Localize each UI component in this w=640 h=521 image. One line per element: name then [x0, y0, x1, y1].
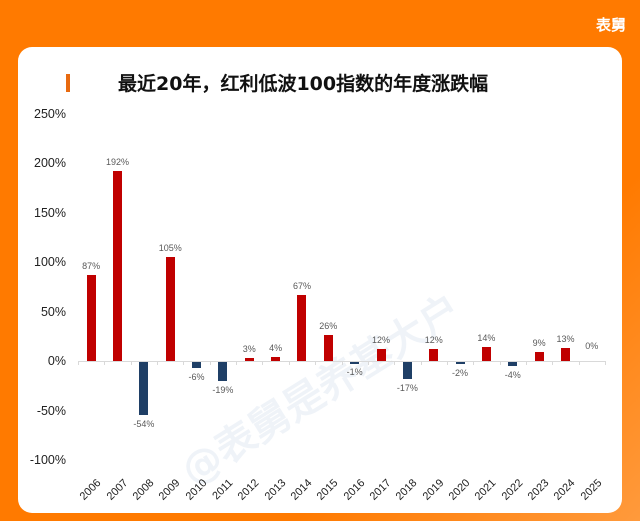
- value-label: -19%: [212, 384, 234, 395]
- x-tick-mark: [605, 361, 606, 365]
- value-label: -54%: [133, 419, 155, 430]
- bar-2024: [560, 348, 570, 361]
- bar-2012: [244, 358, 254, 361]
- value-label: -17%: [396, 382, 418, 393]
- x-tick-mark: [236, 361, 238, 365]
- x-tick-mark: [420, 361, 422, 365]
- chart-title: 最近20年，红利低波100指数的年度涨跌幅: [118, 73, 489, 95]
- value-label: 192%: [106, 156, 130, 167]
- value-label: 67%: [292, 280, 311, 291]
- value-label: -6%: [188, 371, 205, 382]
- x-tick-mark: [104, 361, 106, 365]
- value-label: -1%: [346, 366, 363, 377]
- x-tick-mark: [209, 361, 211, 365]
- value-label: 0%: [585, 341, 599, 351]
- value-label: 105%: [158, 243, 182, 254]
- value-label: 87%: [82, 260, 101, 271]
- bar-2022: [508, 362, 518, 366]
- bar-2006: [86, 274, 96, 361]
- bar-2023: [534, 352, 544, 361]
- bar-2014: [297, 294, 307, 361]
- x-tick-mark: [473, 361, 475, 365]
- bar-2007: [113, 170, 123, 361]
- x-tick-mark: [367, 361, 369, 365]
- x-tick-mark: [315, 361, 317, 365]
- bar-2020: [455, 362, 465, 364]
- y-tick-label: 250%: [34, 106, 66, 121]
- x-tick-mark: [262, 361, 264, 365]
- x-tick-mark: [394, 361, 396, 365]
- x-tick-mark: [78, 361, 79, 365]
- bar-2010: [192, 362, 202, 368]
- bar-2013: [271, 357, 281, 361]
- brand-logo: 表舅: [595, 16, 626, 34]
- value-label: 14%: [477, 333, 496, 344]
- x-tick-mark: [157, 361, 159, 365]
- bar-2011: [218, 362, 228, 381]
- y-tick-label: -100%: [29, 453, 66, 467]
- x-tick-mark: [130, 361, 132, 365]
- x-tick-mark: [525, 361, 527, 365]
- value-label: 12%: [372, 335, 391, 346]
- x-tick-mark: [183, 361, 185, 365]
- chart-card: 最近20年，红利低波100指数的年度涨跌幅 @表舅是养基大户 250% 200% 1…: [18, 47, 622, 513]
- bar-2015: [323, 335, 333, 361]
- bar-2017: [376, 349, 386, 361]
- x-tick-mark: [341, 361, 343, 365]
- value-label: -4%: [504, 369, 521, 380]
- x-tick-mark: [552, 361, 554, 365]
- bar-2016: [350, 362, 360, 364]
- value-label: 12%: [424, 335, 443, 346]
- value-label: -2%: [452, 367, 469, 378]
- value-label: 26%: [319, 321, 338, 332]
- title-accent-bar: [66, 74, 70, 92]
- x-tick-mark: [499, 361, 501, 365]
- bar-2009: [165, 257, 175, 361]
- y-tick-label: 50%: [40, 304, 66, 319]
- x-tick-mark: [578, 361, 580, 365]
- y-tick-label: 100%: [34, 255, 66, 269]
- bar-2021: [481, 347, 491, 361]
- y-tick-label: -50%: [36, 403, 66, 418]
- value-label: 3%: [242, 344, 256, 355]
- value-label: 13%: [556, 334, 575, 345]
- y-tick-label: 150%: [34, 205, 66, 220]
- x-tick-mark: [446, 361, 448, 365]
- bar-2018: [402, 362, 412, 379]
- bar-2019: [429, 349, 439, 361]
- x-tick-mark: [288, 361, 290, 365]
- value-label: 9%: [532, 338, 546, 349]
- y-tick-label: 0%: [47, 354, 66, 368]
- value-label: 4%: [269, 343, 283, 354]
- plot-area: 250% 200% 150% 100% 50% 0% -50% -100% 87% 2006 192…: [18, 47, 622, 513]
- y-tick-label: 200%: [34, 156, 66, 170]
- bar-2008: [139, 362, 149, 416]
